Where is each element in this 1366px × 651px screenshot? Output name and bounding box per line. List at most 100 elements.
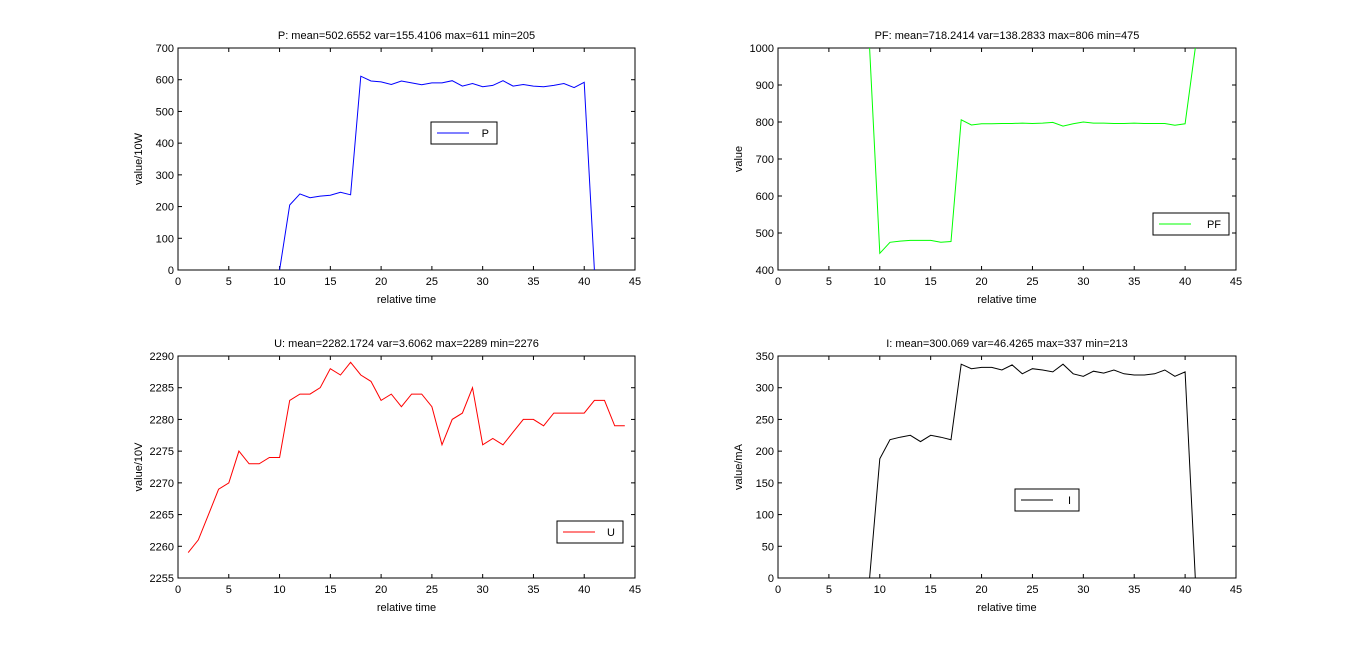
y-tick-label-u: 2290 <box>150 351 174 363</box>
x-tick-label-p: 35 <box>527 276 539 288</box>
x-tick-label-u: 35 <box>527 584 539 596</box>
y-tick-label-p: 0 <box>168 265 174 277</box>
y-tick-label-i: 0 <box>768 573 774 585</box>
x-tick-label-pf: 0 <box>775 276 781 288</box>
x-tick-label-u: 10 <box>273 584 285 596</box>
y-tick-label-p: 100 <box>156 233 174 245</box>
x-tick-label-i: 5 <box>826 584 832 596</box>
legend-label-p: P <box>482 128 489 140</box>
y-tick-label-i: 350 <box>756 351 774 363</box>
y-tick-label-p: 600 <box>156 75 174 87</box>
x-tick-label-u: 0 <box>175 584 181 596</box>
axes-box-i <box>777 355 1237 579</box>
y-tick-label-p: 400 <box>156 138 174 150</box>
axes-box-u <box>177 355 636 579</box>
y-tick-label-i: 300 <box>756 383 774 395</box>
axes-box-pf <box>777 47 1237 271</box>
y-tick-label-u: 2255 <box>150 573 174 585</box>
x-tick-label-u: 20 <box>375 584 387 596</box>
y-tick-label-pf: 500 <box>756 228 774 240</box>
y-axis-label-p: value/10W <box>133 132 145 185</box>
y-tick-label-pf: 400 <box>756 265 774 277</box>
x-tick-label-p: 15 <box>324 276 336 288</box>
x-tick-label-u: 40 <box>578 584 590 596</box>
x-tick-label-pf: 5 <box>826 276 832 288</box>
x-tick-label-i: 0 <box>775 584 781 596</box>
y-tick-label-p: 500 <box>156 106 174 118</box>
x-tick-label-p: 20 <box>375 276 387 288</box>
y-tick-label-u: 2285 <box>150 383 174 395</box>
x-axis-label-i: relative time <box>977 602 1036 614</box>
x-tick-label-i: 45 <box>1230 584 1242 596</box>
x-tick-label-u: 15 <box>324 584 336 596</box>
chart-title-i: I: mean=300.069 var=46.4265 max=337 min=… <box>886 338 1128 350</box>
x-tick-label-p: 40 <box>578 276 590 288</box>
series-line-u <box>187 361 625 553</box>
y-tick-label-i: 200 <box>756 446 774 458</box>
y-tick-label-i: 250 <box>756 414 774 426</box>
x-tick-label-pf: 20 <box>975 276 987 288</box>
y-axis-label-i: value/mA <box>733 443 745 490</box>
y-tick-label-u: 2280 <box>150 414 174 426</box>
y-tick-label-u: 2270 <box>150 478 174 490</box>
y-tick-label-i: 100 <box>756 510 774 522</box>
subplot-p: 0 5 10 15 20 25 30 35 40 45 0 100 200 300 400 500 600 700… <box>133 30 641 306</box>
y-axis-label-u: value/10V <box>133 442 145 492</box>
x-tick-label-pf: 30 <box>1077 276 1089 288</box>
y-tick-label-pf: 700 <box>756 154 774 166</box>
subplot-pf: 0 5 10 15 20 25 30 35 40 45 400 500 600 700 800 900 1000… <box>733 30 1242 306</box>
y-tick-label-i: 150 <box>756 478 774 490</box>
y-tick-label-pf: 1000 <box>750 43 774 55</box>
y-tick-label-p: 700 <box>156 43 174 55</box>
x-tick-label-u: 5 <box>226 584 232 596</box>
x-tick-label-pf: 10 <box>874 276 886 288</box>
y-tick-label-u: 2275 <box>150 446 174 458</box>
x-tick-label-pf: 40 <box>1179 276 1191 288</box>
x-axis-label-u: relative time <box>377 602 436 614</box>
y-tick-label-p: 300 <box>156 170 174 182</box>
series-line-i <box>869 363 1196 578</box>
chart-title-p: P: mean=502.6552 var=155.4106 max=611 mi… <box>278 30 535 42</box>
x-tick-label-u: 25 <box>426 584 438 596</box>
y-tick-label-u: 2260 <box>150 541 174 553</box>
x-tick-label-p: 0 <box>175 276 181 288</box>
y-axis-label-pf: value <box>733 146 745 172</box>
x-tick-label-i: 10 <box>874 584 886 596</box>
legend-i: I <box>1014 488 1080 512</box>
y-tick-label-pf: 800 <box>756 117 774 129</box>
legend-u: U <box>556 520 624 544</box>
chart-title-u: U: mean=2282.1724 var=3.6062 max=2289 mi… <box>274 338 539 350</box>
x-tick-label-i: 30 <box>1077 584 1089 596</box>
x-axis-label-p: relative time <box>377 294 436 306</box>
x-tick-label-u: 30 <box>477 584 489 596</box>
x-tick-label-pf: 35 <box>1128 276 1140 288</box>
x-tick-label-i: 15 <box>925 584 937 596</box>
legend-label-u: U <box>607 527 615 539</box>
series-line-p <box>279 75 595 270</box>
y-tick-label-u: 2265 <box>150 510 174 522</box>
x-tick-label-i: 40 <box>1179 584 1191 596</box>
x-tick-label-i: 25 <box>1026 584 1038 596</box>
x-tick-label-i: 20 <box>975 584 987 596</box>
chart-title-pf: PF: mean=718.2414 var=138.2833 max=806 m… <box>875 30 1140 42</box>
x-tick-label-p: 5 <box>226 276 232 288</box>
x-tick-label-pf: 25 <box>1026 276 1038 288</box>
y-tick-label-pf: 600 <box>756 191 774 203</box>
x-tick-label-p: 30 <box>477 276 489 288</box>
x-tick-label-pf: 15 <box>925 276 937 288</box>
x-tick-label-p: 25 <box>426 276 438 288</box>
legend-label-i: I <box>1068 495 1071 507</box>
y-tick-label-i: 50 <box>762 541 774 553</box>
legend-label-pf: PF <box>1207 219 1221 231</box>
legend-pf: PF <box>1152 212 1230 236</box>
x-tick-label-i: 35 <box>1128 584 1140 596</box>
x-axis-label-pf: relative time <box>977 294 1036 306</box>
x-tick-label-p: 45 <box>629 276 641 288</box>
y-tick-label-pf: 900 <box>756 80 774 92</box>
x-tick-label-p: 10 <box>273 276 285 288</box>
x-tick-label-u: 45 <box>629 584 641 596</box>
y-tick-label-p: 200 <box>156 202 174 214</box>
axes-box-p <box>177 47 636 271</box>
legend-p: P <box>430 121 498 145</box>
